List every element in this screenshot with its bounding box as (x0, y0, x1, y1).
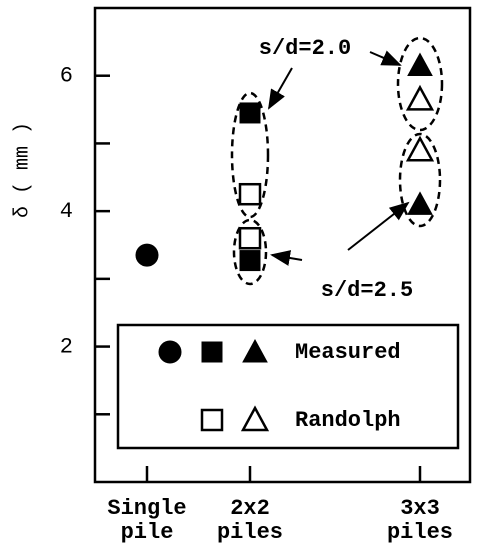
legend (116, 323, 460, 450)
arrow (347, 201, 410, 251)
annotation: s/d=2.0 (259, 36, 351, 61)
legend-symbol (201, 341, 223, 363)
x-tick-label: 2x2 (230, 496, 270, 521)
group-outline (230, 91, 270, 219)
x-tick-label: piles (387, 520, 453, 545)
data-point (239, 102, 261, 124)
legend-symbol (200, 408, 224, 432)
plot-frame (93, 6, 472, 484)
y-axis-label: δ ( mm ) (11, 122, 34, 218)
data-point (238, 226, 262, 250)
arrow (268, 67, 293, 110)
arrow (270, 250, 303, 266)
x-tick-label: pile (121, 520, 174, 545)
data-point (239, 250, 261, 272)
legend-symbol (240, 405, 270, 432)
group-outline (232, 218, 268, 286)
y-tick-label: 4 (60, 199, 73, 224)
x-tick-label: piles (217, 520, 283, 545)
arrow (369, 50, 402, 66)
x-tick-label: Single (107, 496, 186, 521)
data-point (405, 84, 435, 111)
data-point (135, 243, 159, 267)
data-point (407, 52, 433, 77)
x-tick-label: 3x3 (400, 496, 440, 521)
group-outline (396, 36, 444, 132)
legend-label: Measured (295, 340, 401, 365)
data-point (407, 191, 433, 215)
group-outline (398, 132, 442, 228)
data-point (405, 135, 435, 162)
legend-symbol (158, 340, 182, 364)
data-point (238, 182, 262, 206)
annotation: s/d=2.5 (321, 278, 413, 303)
legend-symbol (242, 338, 268, 363)
y-tick-label: 2 (60, 334, 73, 359)
legend-label: Randolph (295, 408, 401, 433)
y-tick-label: 6 (60, 64, 73, 89)
